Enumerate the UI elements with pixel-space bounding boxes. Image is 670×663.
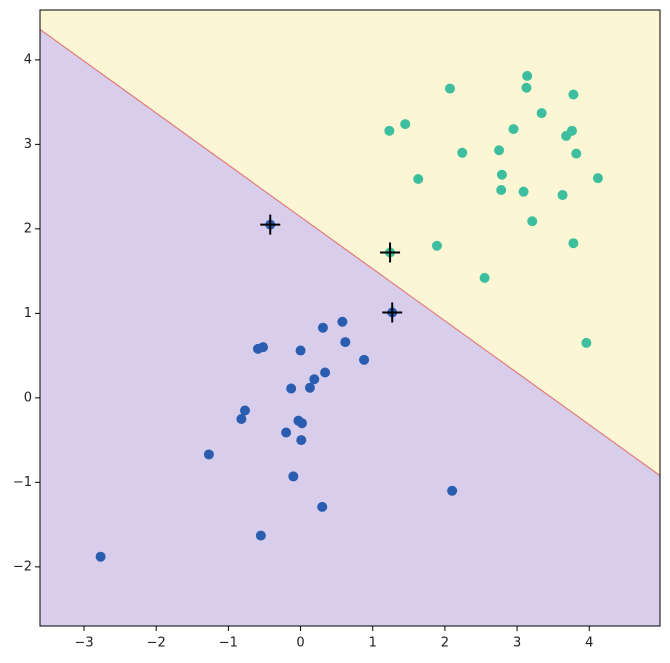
y-tick-label: −2 — [13, 559, 32, 574]
point — [557, 190, 568, 201]
point — [522, 70, 533, 81]
x-tick-label: 2 — [441, 636, 449, 651]
point — [431, 240, 442, 251]
point — [295, 345, 306, 356]
support-vector — [260, 214, 281, 235]
point — [592, 173, 603, 184]
plot-frame — [39, 9, 661, 627]
support-vector — [382, 302, 403, 323]
x-tick-label: −1 — [219, 636, 238, 651]
point — [536, 108, 547, 119]
x-tick-label: 0 — [296, 636, 304, 651]
point — [239, 405, 250, 416]
point — [413, 173, 424, 184]
point — [304, 382, 315, 393]
point — [518, 186, 529, 197]
y-tick-label: 3 — [24, 137, 32, 152]
x-tick-label: −3 — [74, 636, 93, 651]
point — [527, 216, 538, 227]
point — [236, 413, 247, 424]
support-vector — [380, 242, 401, 263]
point — [479, 272, 490, 283]
point — [359, 354, 370, 365]
point — [508, 124, 519, 135]
y-tick-label: −1 — [13, 475, 32, 490]
point — [317, 501, 328, 512]
y-tick-label: 0 — [24, 390, 32, 405]
y-tick-label: 1 — [24, 306, 32, 321]
point — [494, 145, 505, 156]
region-above — [40, 10, 660, 476]
point — [400, 119, 411, 130]
point — [309, 374, 320, 385]
point — [317, 322, 328, 333]
y-tick-label: 2 — [24, 221, 32, 236]
plot-area — [40, 10, 660, 626]
point — [521, 82, 532, 93]
point — [496, 184, 507, 195]
point — [320, 367, 331, 378]
point — [252, 343, 263, 354]
point — [568, 89, 579, 100]
point — [288, 471, 299, 482]
x-tick-label: 3 — [513, 636, 521, 651]
decision-boundary — [40, 28, 660, 477]
y-tick-label: 4 — [24, 52, 32, 67]
point — [561, 130, 572, 141]
point — [568, 238, 579, 249]
point — [297, 418, 308, 429]
point — [571, 148, 582, 159]
point — [296, 435, 307, 446]
point — [337, 316, 348, 327]
point — [203, 449, 214, 460]
point — [286, 383, 297, 394]
point — [95, 551, 106, 562]
point — [581, 337, 592, 348]
point — [384, 125, 395, 136]
x-tick-label: 4 — [585, 636, 593, 651]
point — [444, 83, 455, 94]
point — [255, 530, 266, 541]
point — [447, 485, 458, 496]
point — [457, 147, 468, 158]
region-below — [40, 29, 660, 626]
x-tick-label: 1 — [369, 636, 377, 651]
point — [496, 169, 507, 180]
point — [340, 337, 351, 348]
x-tick-label: −2 — [147, 636, 166, 651]
point — [281, 427, 292, 438]
